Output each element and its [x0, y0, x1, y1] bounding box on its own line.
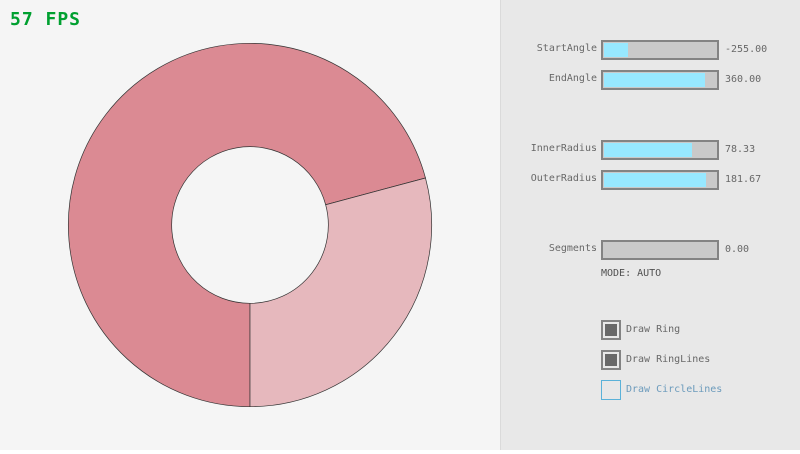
- start-angle-slider[interactable]: [601, 40, 719, 60]
- outer-radius-value: 181.67: [725, 174, 762, 185]
- ring-drawing: [68, 42, 432, 408]
- draw-circlelines-checkbox[interactable]: Draw CircleLines: [601, 380, 722, 400]
- check-mark: [605, 324, 617, 336]
- start-angle-row: StartAngle -255.00: [501, 40, 800, 60]
- inner-radius-row: InnerRadius 78.33: [501, 140, 800, 160]
- check-mark: [605, 354, 617, 366]
- draw-ringlines-checkbox[interactable]: Draw RingLines: [601, 350, 710, 370]
- checkbox-box[interactable]: [601, 320, 621, 340]
- inner-radius-value: 78.33: [725, 144, 756, 155]
- outer-radius-label: OuterRadius: [530, 173, 597, 184]
- end-angle-value: 360.00: [725, 74, 762, 85]
- slider-fill: [604, 173, 706, 187]
- slider-fill: [604, 143, 692, 157]
- mode-label: MODE: AUTO: [601, 268, 662, 279]
- checkbox-box[interactable]: [601, 350, 621, 370]
- start-angle-label: StartAngle: [536, 43, 597, 54]
- inner-radius-slider[interactable]: [601, 140, 719, 160]
- checkbox-box[interactable]: [601, 380, 621, 400]
- end-angle-row: EndAngle 360.00: [501, 70, 800, 90]
- draw-ring-label: Draw Ring: [626, 324, 681, 335]
- start-angle-value: -255.00: [725, 44, 768, 55]
- ring-segment-light: [249, 177, 432, 408]
- outer-radius-slider[interactable]: [601, 170, 719, 190]
- draw-ringlines-label: Draw RingLines: [626, 354, 711, 365]
- inner-radius-label: InnerRadius: [530, 143, 597, 154]
- end-angle-slider[interactable]: [601, 70, 719, 90]
- slider-fill: [604, 43, 629, 57]
- end-angle-label: EndAngle: [548, 73, 597, 84]
- segments-value: 0.00: [725, 244, 750, 255]
- outer-radius-row: OuterRadius 181.67: [501, 170, 800, 190]
- segments-label: Segments: [548, 243, 597, 254]
- slider-fill: [604, 73, 705, 87]
- segments-slider[interactable]: [601, 240, 719, 260]
- fps-counter: 57 FPS: [10, 9, 82, 30]
- controls-panel: StartAngle -255.00 EndAngle 360.00 Inner…: [500, 0, 800, 450]
- draw-circlelines-label: Draw CircleLines: [626, 384, 723, 395]
- render-canvas: 57 FPS: [10, 9, 432, 408]
- ring-segment-main: [68, 42, 426, 408]
- draw-ring-checkbox[interactable]: Draw Ring: [601, 320, 680, 340]
- segments-row: Segments 0.00: [501, 240, 800, 260]
